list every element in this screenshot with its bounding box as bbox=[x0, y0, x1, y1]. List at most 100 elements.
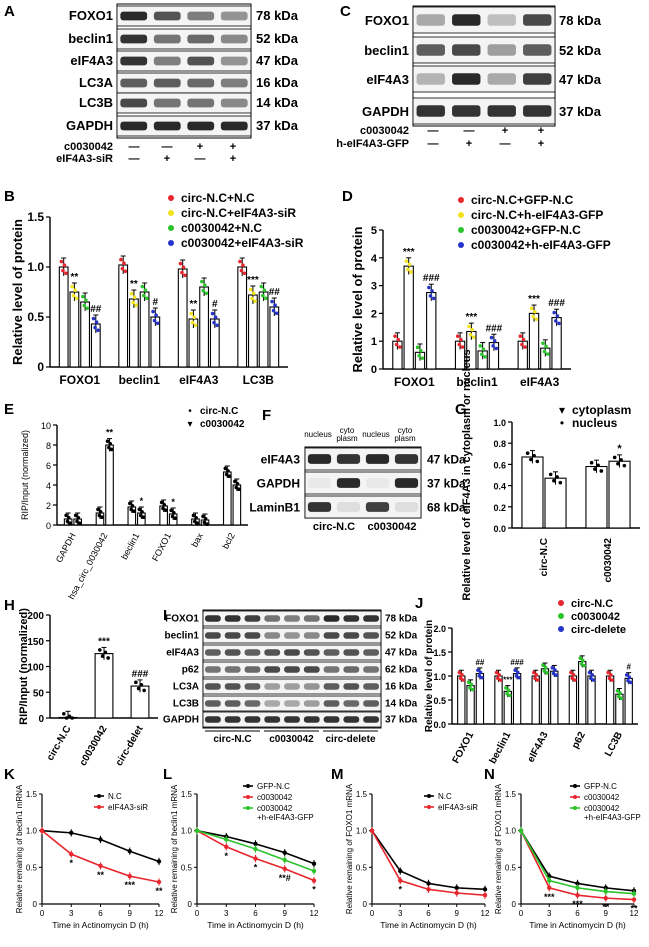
data-point bbox=[224, 837, 229, 842]
data-point bbox=[253, 856, 258, 861]
y-tick-label: 1.0 bbox=[26, 827, 38, 836]
y-tick-label: 0 bbox=[512, 900, 517, 909]
y-tick-label: 0.8 bbox=[493, 439, 506, 449]
data-point bbox=[430, 289, 434, 293]
data-point bbox=[39, 828, 45, 833]
blot-kda-label: 37 kDa bbox=[559, 104, 602, 119]
data-point bbox=[98, 510, 103, 514]
blot-band bbox=[452, 73, 481, 85]
blot-band bbox=[336, 454, 361, 464]
blot-strip bbox=[304, 495, 422, 519]
legend-marker bbox=[246, 806, 250, 810]
x-tick-label: beclin1 bbox=[119, 531, 141, 561]
bar bbox=[568, 675, 578, 725]
data-point bbox=[154, 313, 158, 318]
y-tick-label: 1.5 bbox=[433, 648, 446, 658]
data-point bbox=[195, 521, 200, 525]
y-tick-label: 100 bbox=[27, 663, 44, 674]
data-point bbox=[458, 676, 463, 681]
legend-label: nucleus bbox=[572, 416, 618, 430]
data-point bbox=[96, 328, 100, 333]
data-point bbox=[476, 668, 480, 672]
blot-band bbox=[303, 632, 320, 639]
data-point bbox=[131, 300, 135, 305]
data-point bbox=[100, 515, 104, 519]
data-point bbox=[571, 673, 576, 677]
blot-strip bbox=[202, 627, 382, 644]
data-point bbox=[492, 339, 497, 343]
blot-band bbox=[284, 649, 300, 656]
blot-band bbox=[224, 683, 241, 690]
blot-row-label: LaminB1 bbox=[249, 500, 300, 514]
legend-label: cytoplasm bbox=[572, 403, 631, 417]
blot-band bbox=[264, 683, 281, 690]
significance-mark: * bbox=[398, 885, 402, 895]
data-point bbox=[531, 314, 536, 319]
data-point bbox=[525, 451, 530, 455]
data-point bbox=[627, 675, 632, 680]
y-tick-label: 0 bbox=[46, 521, 51, 531]
legend-marker bbox=[573, 795, 577, 799]
data-point bbox=[74, 296, 79, 301]
data-point bbox=[270, 299, 274, 304]
x-tick-label: FOXO1 bbox=[59, 373, 100, 387]
blot-strip bbox=[202, 695, 382, 712]
legend-label: circ-N.C+GFP-N.C bbox=[471, 193, 574, 207]
data-point bbox=[169, 508, 173, 513]
data-point bbox=[156, 859, 162, 864]
blot-kda-label: 14 kDa bbox=[385, 699, 418, 710]
legend-marker bbox=[168, 210, 174, 216]
x-tick-label: 0 bbox=[519, 909, 524, 918]
significance-mark: ### bbox=[510, 658, 524, 667]
blot-band bbox=[220, 78, 248, 88]
significance-mark: * bbox=[224, 851, 228, 861]
blot-band bbox=[363, 632, 380, 639]
blot-kda-label: 16 kDa bbox=[256, 75, 299, 90]
legend-label: +h-eIF4A3-GFP bbox=[584, 813, 641, 822]
y-axis-label: Relative level of protein bbox=[424, 620, 435, 732]
data-point bbox=[180, 270, 184, 275]
blot-band bbox=[416, 14, 445, 26]
data-point bbox=[514, 674, 519, 678]
condition-mark: — bbox=[428, 125, 439, 137]
blot-band bbox=[452, 14, 481, 26]
series-line bbox=[41, 829, 160, 863]
blot-band bbox=[264, 615, 281, 622]
bar bbox=[512, 673, 522, 725]
significance-mark: # bbox=[212, 299, 218, 310]
data-point bbox=[127, 849, 132, 854]
x-tick-label: LC3B bbox=[603, 730, 625, 758]
condition-label: h-eIF4A3-GFP bbox=[336, 138, 409, 150]
blot-band bbox=[153, 11, 181, 21]
data-point bbox=[273, 303, 277, 308]
legend-marker bbox=[168, 195, 174, 201]
blot-band bbox=[363, 716, 380, 723]
blot-row-label: eIF4A3 bbox=[261, 452, 301, 466]
data-point bbox=[553, 668, 557, 672]
panel-letter: G bbox=[455, 401, 467, 418]
condition-mark: — bbox=[129, 141, 140, 153]
data-point bbox=[504, 686, 508, 690]
data-point bbox=[311, 878, 317, 883]
data-point bbox=[215, 323, 219, 328]
y-tick-label: 4 bbox=[46, 481, 51, 491]
x-tick-label: bax bbox=[189, 531, 205, 549]
bar bbox=[105, 444, 114, 526]
blot-band bbox=[220, 34, 248, 44]
data-point bbox=[159, 500, 164, 505]
blot-band bbox=[307, 478, 332, 488]
data-point bbox=[128, 501, 132, 506]
data-point bbox=[73, 513, 78, 518]
y-axis-label: RIP/Input (normalized) bbox=[20, 430, 30, 520]
data-point bbox=[575, 881, 580, 886]
blot-kda-label: 52 kDa bbox=[256, 31, 299, 46]
data-point bbox=[398, 878, 403, 883]
data-point bbox=[261, 293, 265, 298]
significance-mark: ** bbox=[602, 902, 610, 912]
legend-marker bbox=[97, 794, 101, 798]
data-point bbox=[241, 263, 245, 268]
blot-kda-label: 52 kDa bbox=[385, 631, 418, 642]
data-point bbox=[393, 334, 397, 338]
blot-kda-label: 78 kDa bbox=[256, 8, 299, 23]
blot-band bbox=[220, 56, 248, 66]
